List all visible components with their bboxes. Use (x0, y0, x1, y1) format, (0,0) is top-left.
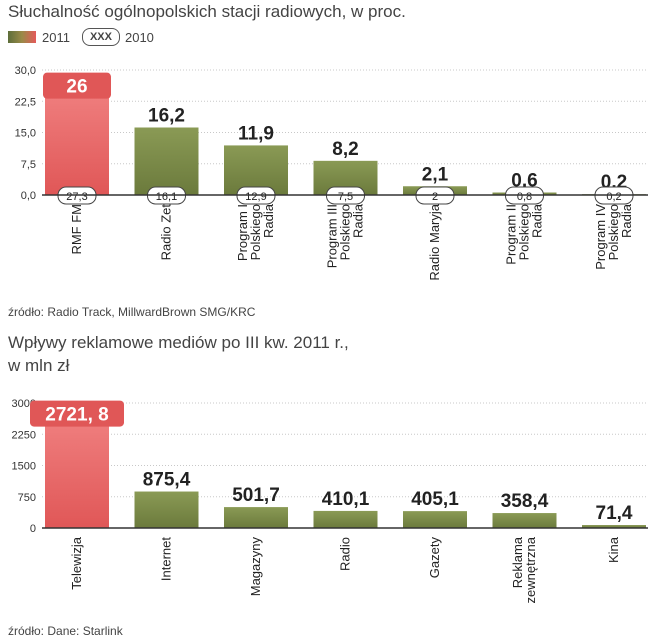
category-label: Program III (325, 204, 340, 268)
y-tick-label: 0,0 (21, 190, 36, 202)
value-label: 8,2 (332, 139, 358, 160)
y-tick-label: 22,5 (15, 96, 36, 108)
value-label: 0,6 (511, 171, 537, 192)
value-label: 358,4 (501, 491, 549, 512)
value-label: 501,7 (232, 485, 280, 506)
y-tick-label: 3000 (12, 398, 36, 410)
category-label: Radio Zet (159, 204, 174, 261)
category-label: Reklama (510, 536, 525, 588)
legend-label-2011: 2011 (42, 29, 70, 45)
value-label: 2,1 (422, 164, 449, 185)
category-label: Radia (530, 203, 545, 238)
prev-value-label: 0,2 (606, 191, 621, 203)
y-tick-label: 30,0 (15, 65, 36, 77)
value-label: 16,2 (148, 106, 185, 127)
category-label: Polskiego (248, 204, 263, 260)
prev-value-label: 16,1 (156, 191, 177, 203)
category-label: Radio (338, 537, 353, 571)
legend-label-2010: 2010 (124, 29, 154, 45)
prev-value-label: 12,9 (245, 191, 266, 203)
y-tick-label: 1500 (12, 461, 36, 473)
value-label: 405,1 (411, 489, 459, 510)
bar (403, 511, 467, 528)
category-label: Telewizja (69, 536, 84, 590)
legend-swatch-2011 (8, 31, 36, 43)
value-label-box (43, 72, 111, 99)
bar (492, 513, 557, 528)
radio-chart-legend: 2011 XXX 2010 (8, 27, 154, 47)
bar (224, 507, 288, 528)
category-label: Polskiego (338, 204, 353, 260)
value-label: 71,4 (596, 503, 633, 524)
ads-chart-title-line2: w mln zł (8, 356, 70, 375)
prev-value-label: 2 (432, 191, 438, 203)
category-label: Radia (261, 203, 276, 238)
radio-chart-source: źródło: Radio Track, MillwardBrown SMG/K… (8, 305, 256, 319)
bar (134, 127, 199, 195)
y-tick-label: 750 (18, 492, 36, 504)
category-label: Polskiego (606, 204, 621, 260)
prev-value-label: 27,3 (66, 191, 87, 203)
value-label-box (30, 400, 124, 427)
category-label: Gazety (427, 537, 442, 579)
y-tick-label: 0 (30, 523, 36, 535)
category-label: Radia (351, 203, 366, 238)
radio-chart-title: Słuchalność ogólnopolskich stacji radiow… (8, 2, 406, 21)
bar (45, 414, 109, 528)
category-label: Program II (504, 204, 519, 265)
category-label: RMF FM (69, 204, 84, 255)
bar (134, 491, 199, 528)
value-label: 410,1 (322, 489, 370, 510)
category-label: Radio Maryja (427, 203, 442, 280)
y-tick-label: 2250 (12, 429, 36, 441)
bar (582, 525, 646, 528)
y-tick-label: 15,0 (15, 128, 36, 140)
ads-chart-source: źródło: Dane: Starlink (8, 624, 123, 638)
category-label: Polskiego (517, 204, 532, 260)
category-label: zewnętrzna (523, 536, 538, 603)
category-label: Radia (619, 203, 634, 238)
bar (45, 86, 109, 195)
value-label: 875,4 (143, 470, 191, 491)
prev-value-label: 7,5 (338, 191, 353, 203)
category-label: Kina (606, 536, 621, 563)
legend-sample-2010: XXX (81, 28, 120, 46)
category-label: Program I (235, 204, 250, 261)
prev-value-label: 0,8 (517, 191, 532, 203)
value-label: 26 (66, 77, 87, 98)
ads-chart-title-line1: Wpływy reklamowe mediów po III kw. 2011 … (8, 333, 349, 352)
y-tick-label: 7,5 (21, 159, 36, 171)
value-label: 11,9 (238, 123, 274, 144)
bar (313, 510, 378, 528)
category-label: Magazyny (248, 537, 263, 597)
category-label: Internet (159, 537, 174, 581)
value-label: 2721, 8 (45, 405, 108, 426)
category-label: Program IV (593, 204, 608, 270)
